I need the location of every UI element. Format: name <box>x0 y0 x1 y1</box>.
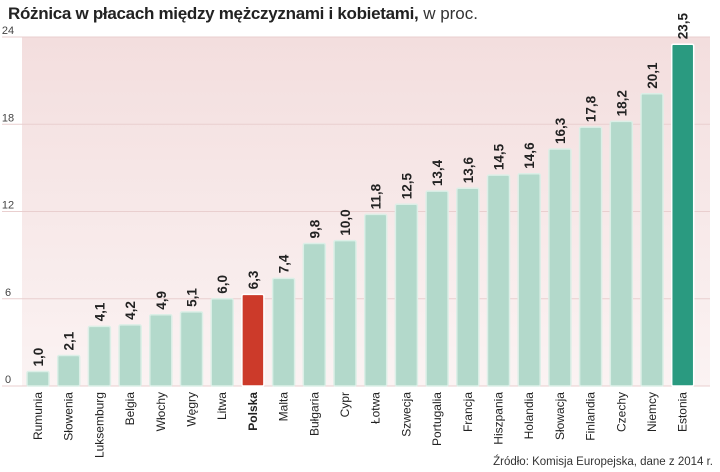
x-category-label: Francja <box>461 392 475 432</box>
source-note: Źródło: Komisja Europejska, dane z 2014 … <box>493 456 713 468</box>
bar-value-label: 1,0 <box>31 348 46 367</box>
chart-title: Różnica w płacach między mężczyznami i k… <box>8 4 478 24</box>
x-category-label: Finlandia <box>584 392 598 441</box>
bar-value-label: 2,1 <box>62 331 77 350</box>
y-tick-label: 18 <box>2 112 14 124</box>
bar-value-label: 7,4 <box>277 254 292 273</box>
x-category-label: Rumunia <box>31 392 45 440</box>
chart-title-unit: w proc. <box>423 4 478 23</box>
x-category-label: Słowenia <box>62 392 76 441</box>
bar-value-label: 13,4 <box>430 159 445 186</box>
bar-value-label: 6,3 <box>246 270 261 289</box>
x-category-label: Czechy <box>614 392 628 432</box>
bar-value-label: 13,6 <box>461 156 476 183</box>
chart-title-main: Różnica w płacach między mężczyznami i k… <box>8 4 419 23</box>
x-category-label: Węgry <box>185 392 199 427</box>
bar-rumunia <box>26 370 50 387</box>
bar-value-label: 14,5 <box>492 143 507 170</box>
bar-value-label: 20,1 <box>645 62 660 89</box>
bar-łotwa <box>363 213 388 387</box>
x-category-label: Polska <box>246 392 260 431</box>
x-category-label: Hiszpania <box>492 392 506 445</box>
y-tick-label: 24 <box>2 25 14 37</box>
bar-cypr <box>333 239 357 387</box>
bar-value-label: 18,2 <box>614 90 629 116</box>
bars <box>26 43 695 387</box>
x-category-label: Portugalia <box>430 392 444 446</box>
x-category-label: Łotwa <box>369 392 383 424</box>
bar-słowacja <box>548 148 572 387</box>
y-tick-label: 0 <box>5 374 11 386</box>
bar-estonia <box>670 43 695 387</box>
bar-value-label: 11,8 <box>369 183 384 209</box>
bar-polska <box>241 293 265 387</box>
bar-niemcy <box>640 92 664 387</box>
bar-czechy <box>609 120 634 387</box>
x-category-label: Luksemburg <box>92 392 106 458</box>
x-category-label: Bułgaria <box>307 392 321 436</box>
bar-value-label: 12,5 <box>399 172 414 199</box>
x-category-label: Malta <box>277 392 291 422</box>
x-category-label: Holandia <box>522 392 536 440</box>
bar-holandia <box>517 172 541 387</box>
bar-value-label: 9,8 <box>307 219 322 238</box>
bar-luksemburg <box>87 325 112 387</box>
bar-portugalia <box>425 190 449 387</box>
bar-węgry <box>179 311 204 387</box>
bar-włochy <box>149 313 173 387</box>
bar-malta <box>271 277 296 387</box>
y-axis: 0 6 12 18 24 <box>2 25 14 386</box>
bar-value-label: 4,2 <box>123 301 138 320</box>
bar-szwecja <box>394 203 419 387</box>
bar-bułgaria <box>302 242 327 387</box>
y-tick-label: 12 <box>2 200 14 212</box>
bar-value-label: 6,0 <box>215 275 230 294</box>
x-category-label: Cypr <box>338 392 352 417</box>
bar-value-label: 4,9 <box>154 291 169 310</box>
x-category-label: Litwa <box>215 392 229 420</box>
bar-słowenia <box>56 354 81 387</box>
y-tick-label: 6 <box>5 287 11 299</box>
x-category-label: Słowacja <box>553 392 567 440</box>
bar-francja <box>456 187 480 387</box>
x-category-label: Szwecja <box>399 392 413 437</box>
bar-finlandia <box>578 126 603 387</box>
bar-value-label: 10,0 <box>338 209 353 235</box>
bar-hiszpania <box>486 174 511 387</box>
x-category-label: Belgia <box>123 392 137 426</box>
bar-value-label: 14,6 <box>522 142 537 169</box>
x-axis: Rumunia Słowenia Luksemburg Belgia Włochy Węg… <box>31 392 690 458</box>
bar-value-label: 4,1 <box>92 302 107 321</box>
x-category-label: Niemcy <box>645 392 659 432</box>
bar-value-label: 16,3 <box>553 117 568 144</box>
bar-value-label: 5,1 <box>185 288 200 307</box>
bar-litwa <box>210 298 234 387</box>
bar-belgia <box>118 324 142 387</box>
x-category-label: Włochy <box>154 392 168 431</box>
bar-value-label: 17,8 <box>584 95 599 122</box>
x-category-label: Estonia <box>676 392 690 432</box>
data-labels: 1,0 2,1 4,1 4,2 4,9 5,1 6,0 6,3 7,4 9,8 10,0 11,8 12… <box>31 13 691 367</box>
bar-value-label: 23,5 <box>676 13 691 40</box>
